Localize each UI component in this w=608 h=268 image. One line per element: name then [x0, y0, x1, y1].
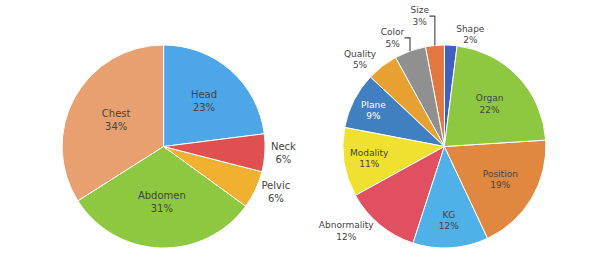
svg-text:Abdomen31%: Abdomen31%: [138, 190, 186, 214]
svg-text:Neck6%: Neck6%: [271, 141, 296, 165]
svg-text:Size3%: Size3%: [410, 5, 429, 27]
svg-text:Abnormality12%: Abnormality12%: [319, 220, 374, 242]
svg-text:Pelvic6%: Pelvic6%: [261, 180, 290, 204]
svg-text:Organ22%: Organ22%: [476, 93, 504, 115]
svg-text:Modality11%: Modality11%: [350, 148, 389, 170]
svg-text:Position19%: Position19%: [483, 169, 518, 191]
svg-text:Shape2%: Shape2%: [456, 24, 485, 46]
svg-text:Plane9%: Plane9%: [361, 100, 386, 122]
svg-text:Color5%: Color5%: [381, 27, 405, 49]
svg-text:Chest34%: Chest34%: [102, 108, 131, 132]
svg-text:KG12%: KG12%: [439, 210, 459, 232]
svg-text:Quality5%: Quality5%: [344, 49, 377, 71]
svg-text:Head23%: Head23%: [191, 89, 217, 113]
